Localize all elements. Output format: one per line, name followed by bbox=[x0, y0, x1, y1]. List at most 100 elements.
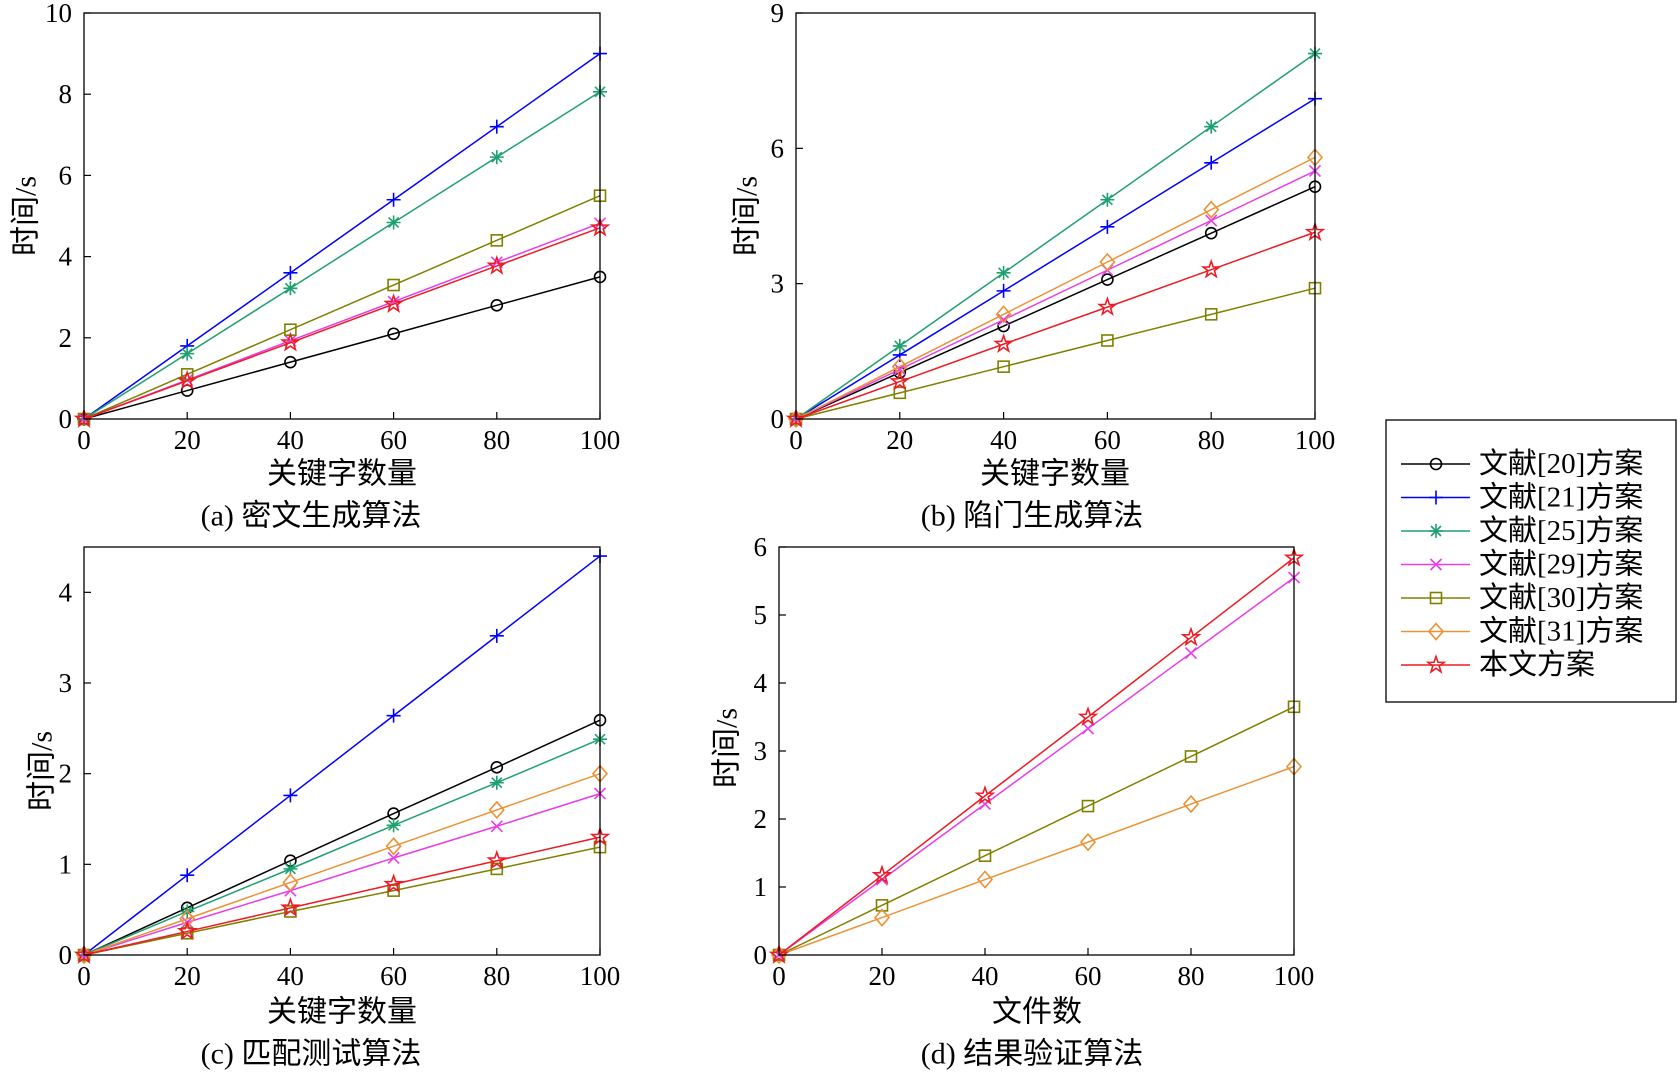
series-line-d-3 bbox=[778, 576, 1295, 956]
x-tick-label-d: 20 bbox=[869, 961, 896, 991]
legend-label: 本文方案 bbox=[1479, 648, 1595, 681]
y-tick-label-d: 5 bbox=[754, 600, 768, 630]
y-tick-label-d: 1 bbox=[754, 872, 768, 902]
y-axis-label-b: 时间/s bbox=[731, 176, 764, 256]
legend-entry-4: 文献[30]方案 bbox=[1401, 581, 1643, 614]
legend: 文献[20]方案文献[21]方案文献[25]方案文献[29]方案文献[30]方案… bbox=[1385, 419, 1677, 703]
data-point-a-4-4 bbox=[490, 234, 504, 247]
series-a-6 bbox=[73, 216, 611, 428]
data-point-b-6-2 bbox=[993, 333, 1014, 353]
data-point-d-6-1 bbox=[871, 864, 893, 885]
axes-frame-b bbox=[795, 12, 1316, 420]
x-tick-label-c: 80 bbox=[483, 961, 510, 991]
data-point-d-4-2 bbox=[978, 849, 992, 863]
data-point-a-0-2 bbox=[284, 355, 297, 369]
legend-label: 文献[20]方案 bbox=[1479, 447, 1643, 480]
data-point-a-1-2 bbox=[283, 265, 298, 280]
series-line-c-5 bbox=[83, 772, 601, 956]
x-tick-label-b: 100 bbox=[1295, 425, 1336, 455]
legend-entry-6: 本文方案 bbox=[1401, 648, 1595, 681]
data-point-b-2-1 bbox=[892, 338, 907, 353]
data-point-d-6-4 bbox=[1180, 626, 1202, 647]
legend-label: 文献[31]方案 bbox=[1479, 615, 1643, 648]
chart-caption-a: (a) 密文生成算法 bbox=[201, 500, 422, 533]
data-point-b-1-4 bbox=[1204, 155, 1219, 170]
y-tick-label-c: 1 bbox=[59, 849, 73, 879]
x-tick-label-d: 40 bbox=[972, 961, 999, 991]
x-tick-label-c: 60 bbox=[380, 961, 407, 991]
data-point-b-5-2 bbox=[995, 305, 1012, 324]
legend-plus-marker-icon bbox=[1429, 490, 1443, 505]
x-tick-label-d: 80 bbox=[1178, 961, 1205, 991]
data-point-d-5-3 bbox=[1079, 832, 1097, 852]
chart-d-labels: 时间/s 文件数 (d) 结果验证算法 bbox=[711, 708, 1144, 1071]
legend-label: 文献[30]方案 bbox=[1479, 581, 1643, 614]
data-point-b-1-2 bbox=[996, 283, 1011, 298]
axes-frame-c bbox=[83, 546, 601, 956]
y-tick-label-b: 3 bbox=[771, 269, 785, 299]
legend-entry-3: 文献[29]方案 bbox=[1401, 548, 1643, 581]
data-point-d-6-3 bbox=[1077, 706, 1099, 726]
data-point-b-2-3 bbox=[1100, 192, 1115, 207]
data-point-c-1-3 bbox=[386, 708, 401, 723]
series-line-c-2 bbox=[83, 738, 601, 956]
data-point-b-5-3 bbox=[1099, 252, 1116, 272]
data-point-c-1-1 bbox=[180, 868, 195, 883]
legend-entry-2: 文献[25]方案 bbox=[1401, 514, 1643, 547]
data-point-b-4-4 bbox=[1204, 308, 1218, 321]
series-line-c-0 bbox=[83, 719, 601, 956]
data-point-a-6-0 bbox=[73, 408, 95, 428]
data-point-a-0-3 bbox=[387, 327, 400, 341]
data-point-b-4-2 bbox=[997, 360, 1010, 373]
chart-caption-d: (d) 结果验证算法 bbox=[921, 1038, 1143, 1071]
y-tick-label-a: 10 bbox=[45, 0, 72, 28]
data-point-d-4-1 bbox=[875, 899, 889, 912]
series-a-2 bbox=[77, 84, 607, 426]
data-point-a-6-2 bbox=[280, 331, 301, 352]
chart-a-labels: 时间/s 关键字数量 (a) 密文生成算法 bbox=[10, 176, 422, 533]
y-tick-label-c: 4 bbox=[59, 577, 73, 607]
data-point-a-6-1 bbox=[176, 369, 198, 390]
data-point-b-6-0 bbox=[785, 408, 807, 428]
y-tick-label-c: 3 bbox=[59, 668, 73, 698]
legend-box bbox=[1385, 419, 1677, 703]
data-point-d-4-3 bbox=[1081, 799, 1095, 813]
series-line-d-5 bbox=[778, 765, 1295, 956]
series-line-b-3 bbox=[795, 170, 1316, 420]
data-point-c-6-4 bbox=[486, 849, 508, 870]
data-point-b-0-4 bbox=[1204, 226, 1218, 240]
data-point-b-4-1 bbox=[893, 386, 907, 400]
chart-c-labels: 时间/s 关键字数量 (c) 匹配测试算法 bbox=[26, 731, 422, 1071]
y-tick-label-c: 2 bbox=[59, 759, 73, 789]
data-point-a-1-4 bbox=[489, 119, 504, 134]
y-tick-label-a: 0 bbox=[59, 404, 73, 434]
data-point-b-6-1 bbox=[889, 370, 911, 391]
data-point-a-0-4 bbox=[490, 299, 504, 312]
data-point-c-1-4 bbox=[489, 628, 504, 643]
series-line-a-6 bbox=[83, 227, 601, 420]
y-tick-label-c: 0 bbox=[59, 940, 73, 970]
x-tick-label-a: 60 bbox=[380, 425, 407, 455]
series-b-6 bbox=[785, 221, 1326, 428]
x-tick-label-c: 100 bbox=[580, 961, 621, 991]
series-b-5 bbox=[787, 148, 1324, 429]
data-point-c-6-1 bbox=[176, 920, 198, 941]
plot-area-d bbox=[779, 547, 1294, 955]
series-line-b-5 bbox=[795, 156, 1316, 420]
data-point-a-2-4 bbox=[489, 150, 504, 165]
y-tick-label-a: 2 bbox=[59, 323, 73, 353]
x-tick-label-b: 80 bbox=[1198, 425, 1225, 455]
series-line-c-6 bbox=[83, 836, 601, 956]
x-tick-label-a: 100 bbox=[580, 425, 621, 455]
x-tick-label-c: 40 bbox=[277, 961, 304, 991]
x-tick-label-c: 20 bbox=[174, 961, 201, 991]
y-tick-label-d: 6 bbox=[754, 532, 768, 562]
y-tick-label-d: 3 bbox=[754, 736, 768, 766]
legend-square-marker-icon bbox=[1429, 591, 1443, 605]
data-point-c-6-3 bbox=[383, 873, 404, 894]
data-point-b-3-4 bbox=[1205, 214, 1218, 227]
data-point-a-2-2 bbox=[283, 281, 298, 296]
series-line-d-6 bbox=[778, 557, 1295, 956]
x-tick-label-a: 0 bbox=[77, 425, 91, 455]
